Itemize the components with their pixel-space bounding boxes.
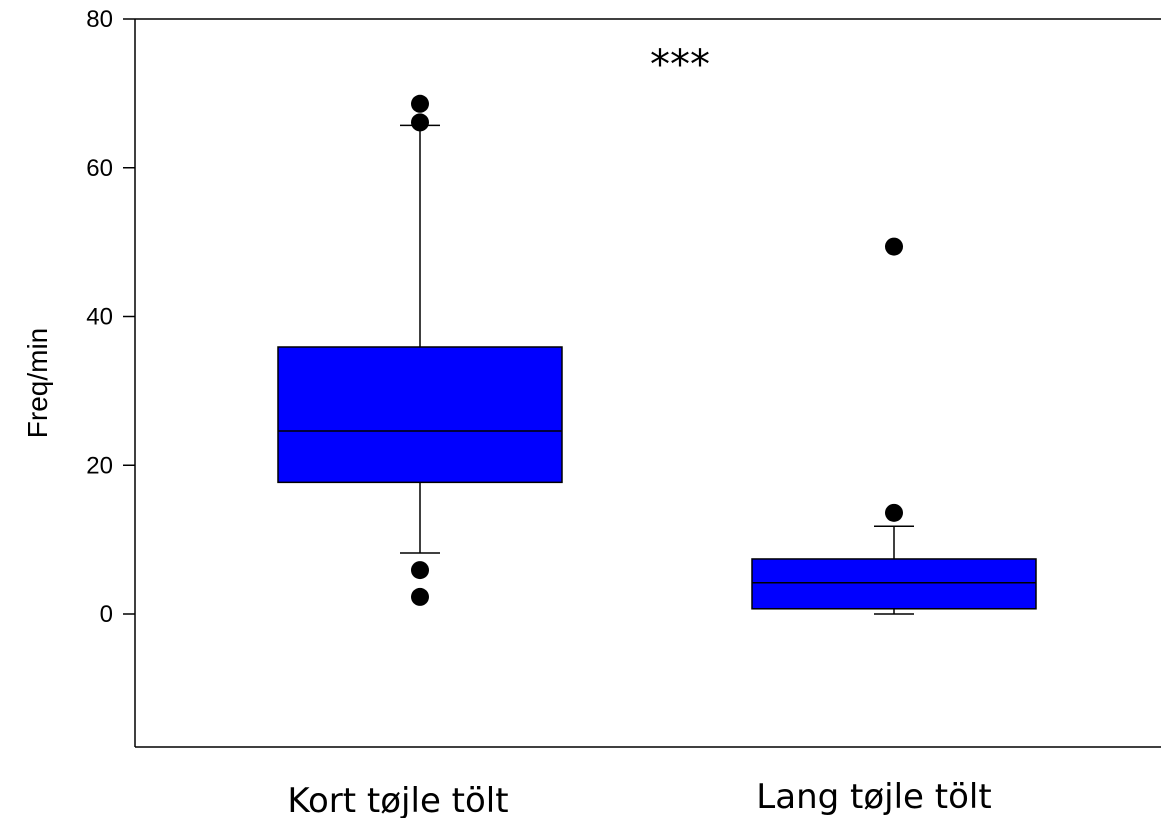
- box-group: [751, 237, 1037, 615]
- outlier-point: [411, 94, 429, 113]
- y-tick-label: 80: [86, 6, 113, 33]
- y-ticks: 0 20 40 60 80: [86, 6, 135, 628]
- y-axis-label: Freq/min: [22, 328, 53, 438]
- x-category-label: Kort tøjle tölt: [287, 781, 508, 818]
- y-tick-label: 20: [86, 452, 113, 479]
- outlier-point: [411, 561, 429, 580]
- outlier-point: [411, 113, 429, 132]
- box-group: [277, 94, 563, 606]
- x-category-label: Lang tøjle tölt: [756, 777, 991, 817]
- box-iqr: [751, 558, 1037, 610]
- boxes: [277, 94, 1037, 615]
- box-iqr: [277, 346, 563, 484]
- y-tick-label: 60: [86, 155, 113, 182]
- y-tick-label: 40: [86, 304, 113, 331]
- axes: [134, 18, 1161, 748]
- outlier-point: [885, 237, 903, 256]
- significance-annotation: ***: [650, 42, 710, 88]
- y-tick-label: 0: [100, 601, 113, 628]
- outlier-point: [411, 587, 429, 606]
- category-labels: Kort tøjle tölt Lang tøjle tölt: [287, 777, 991, 818]
- outlier-point: [885, 503, 903, 522]
